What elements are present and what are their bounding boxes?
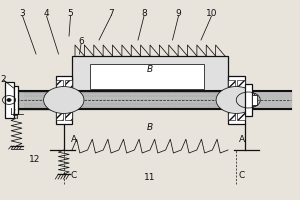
Circle shape [7,99,11,101]
Bar [56,76,72,124]
Bar [64,80,72,120]
Text: 9: 9 [176,8,182,18]
Text: C: C [239,171,245,180]
Circle shape [216,87,256,113]
Text: 6: 6 [78,36,84,46]
Text: C: C [70,171,76,180]
Text: 4: 4 [44,8,49,18]
Text: 12: 12 [29,154,40,164]
Circle shape [44,87,84,113]
Text: B: B [147,66,153,74]
Bar [228,80,236,120]
Text: 11: 11 [144,172,156,182]
Text: B: B [147,123,153,132]
Text: L: L [13,108,17,117]
Text: 2: 2 [1,75,6,84]
Bar [237,80,244,120]
Bar [56,80,63,120]
Text: 7: 7 [108,8,114,18]
Text: 3: 3 [20,8,26,18]
Bar [244,84,252,116]
Text: 8: 8 [141,8,147,18]
Text: 5: 5 [68,8,74,18]
Bar [14,86,18,114]
Text: A: A [70,136,76,144]
Text: 10: 10 [206,8,217,18]
Text: A: A [239,136,245,144]
Bar [228,76,244,124]
Bar [72,56,228,91]
Bar [4,82,14,118]
Bar [90,64,204,89]
Bar [252,95,257,105]
